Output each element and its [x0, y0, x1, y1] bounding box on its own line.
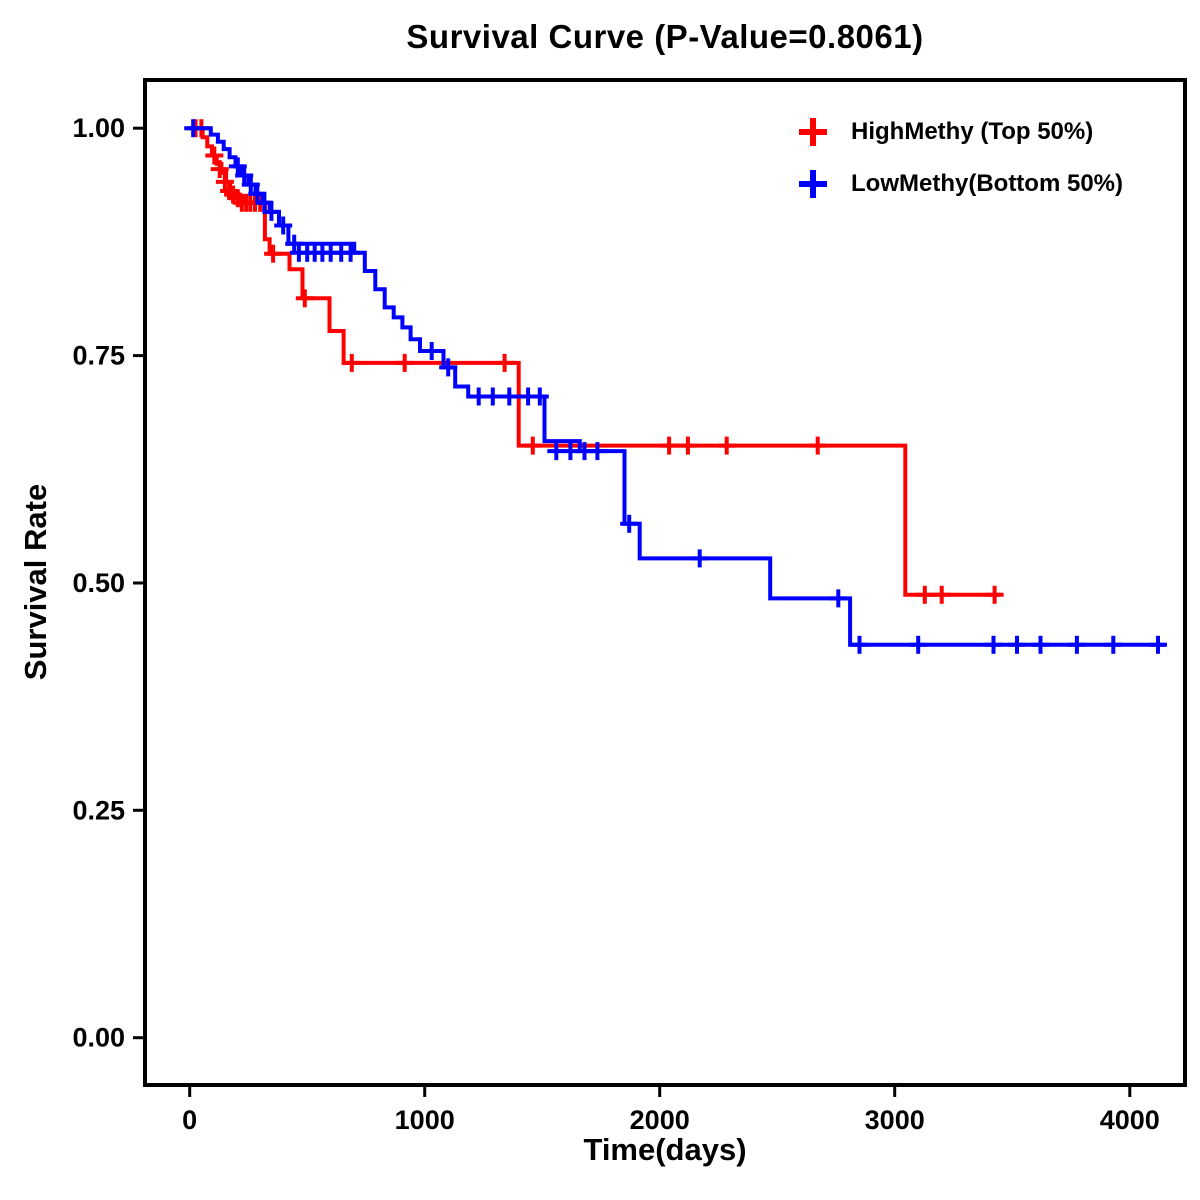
y-tick-label: 0.00 [72, 1023, 125, 1053]
x-tick-label: 1000 [395, 1105, 455, 1135]
y-tick-label: 0.75 [72, 341, 125, 371]
y-tick-label: 1.00 [72, 113, 125, 143]
legend-label-highmethy: HighMethy (Top 50%) [851, 118, 1094, 145]
x-tick-label: 3000 [865, 1105, 925, 1135]
legend: HighMethy (Top 50%) LowMethy(Bottom 50%) [795, 114, 1123, 202]
chart-title: Survival Curve (P-Value=0.8061) [406, 18, 924, 55]
plus-marker-icon [799, 118, 827, 146]
legend-item-lowmethy: LowMethy(Bottom 50%) [795, 166, 1123, 202]
y-axis-label: Survival Rate [18, 483, 53, 681]
y-tick-label: 0.50 [72, 568, 125, 598]
survival-curve-lowmethy [189, 126, 1165, 647]
x-axis-label: Time(days) [583, 1132, 747, 1167]
legend-item-highmethy: HighMethy (Top 50%) [795, 114, 1123, 150]
plot-frame [143, 78, 1187, 1087]
x-tick-label: 2000 [630, 1105, 690, 1135]
x-tick-label: 0 [182, 1105, 197, 1135]
legend-label-lowmethy: LowMethy(Bottom 50%) [851, 170, 1123, 197]
x-tick-label: 4000 [1100, 1105, 1160, 1135]
plus-marker-icon [799, 170, 827, 198]
y-tick-label: 0.25 [72, 795, 125, 825]
